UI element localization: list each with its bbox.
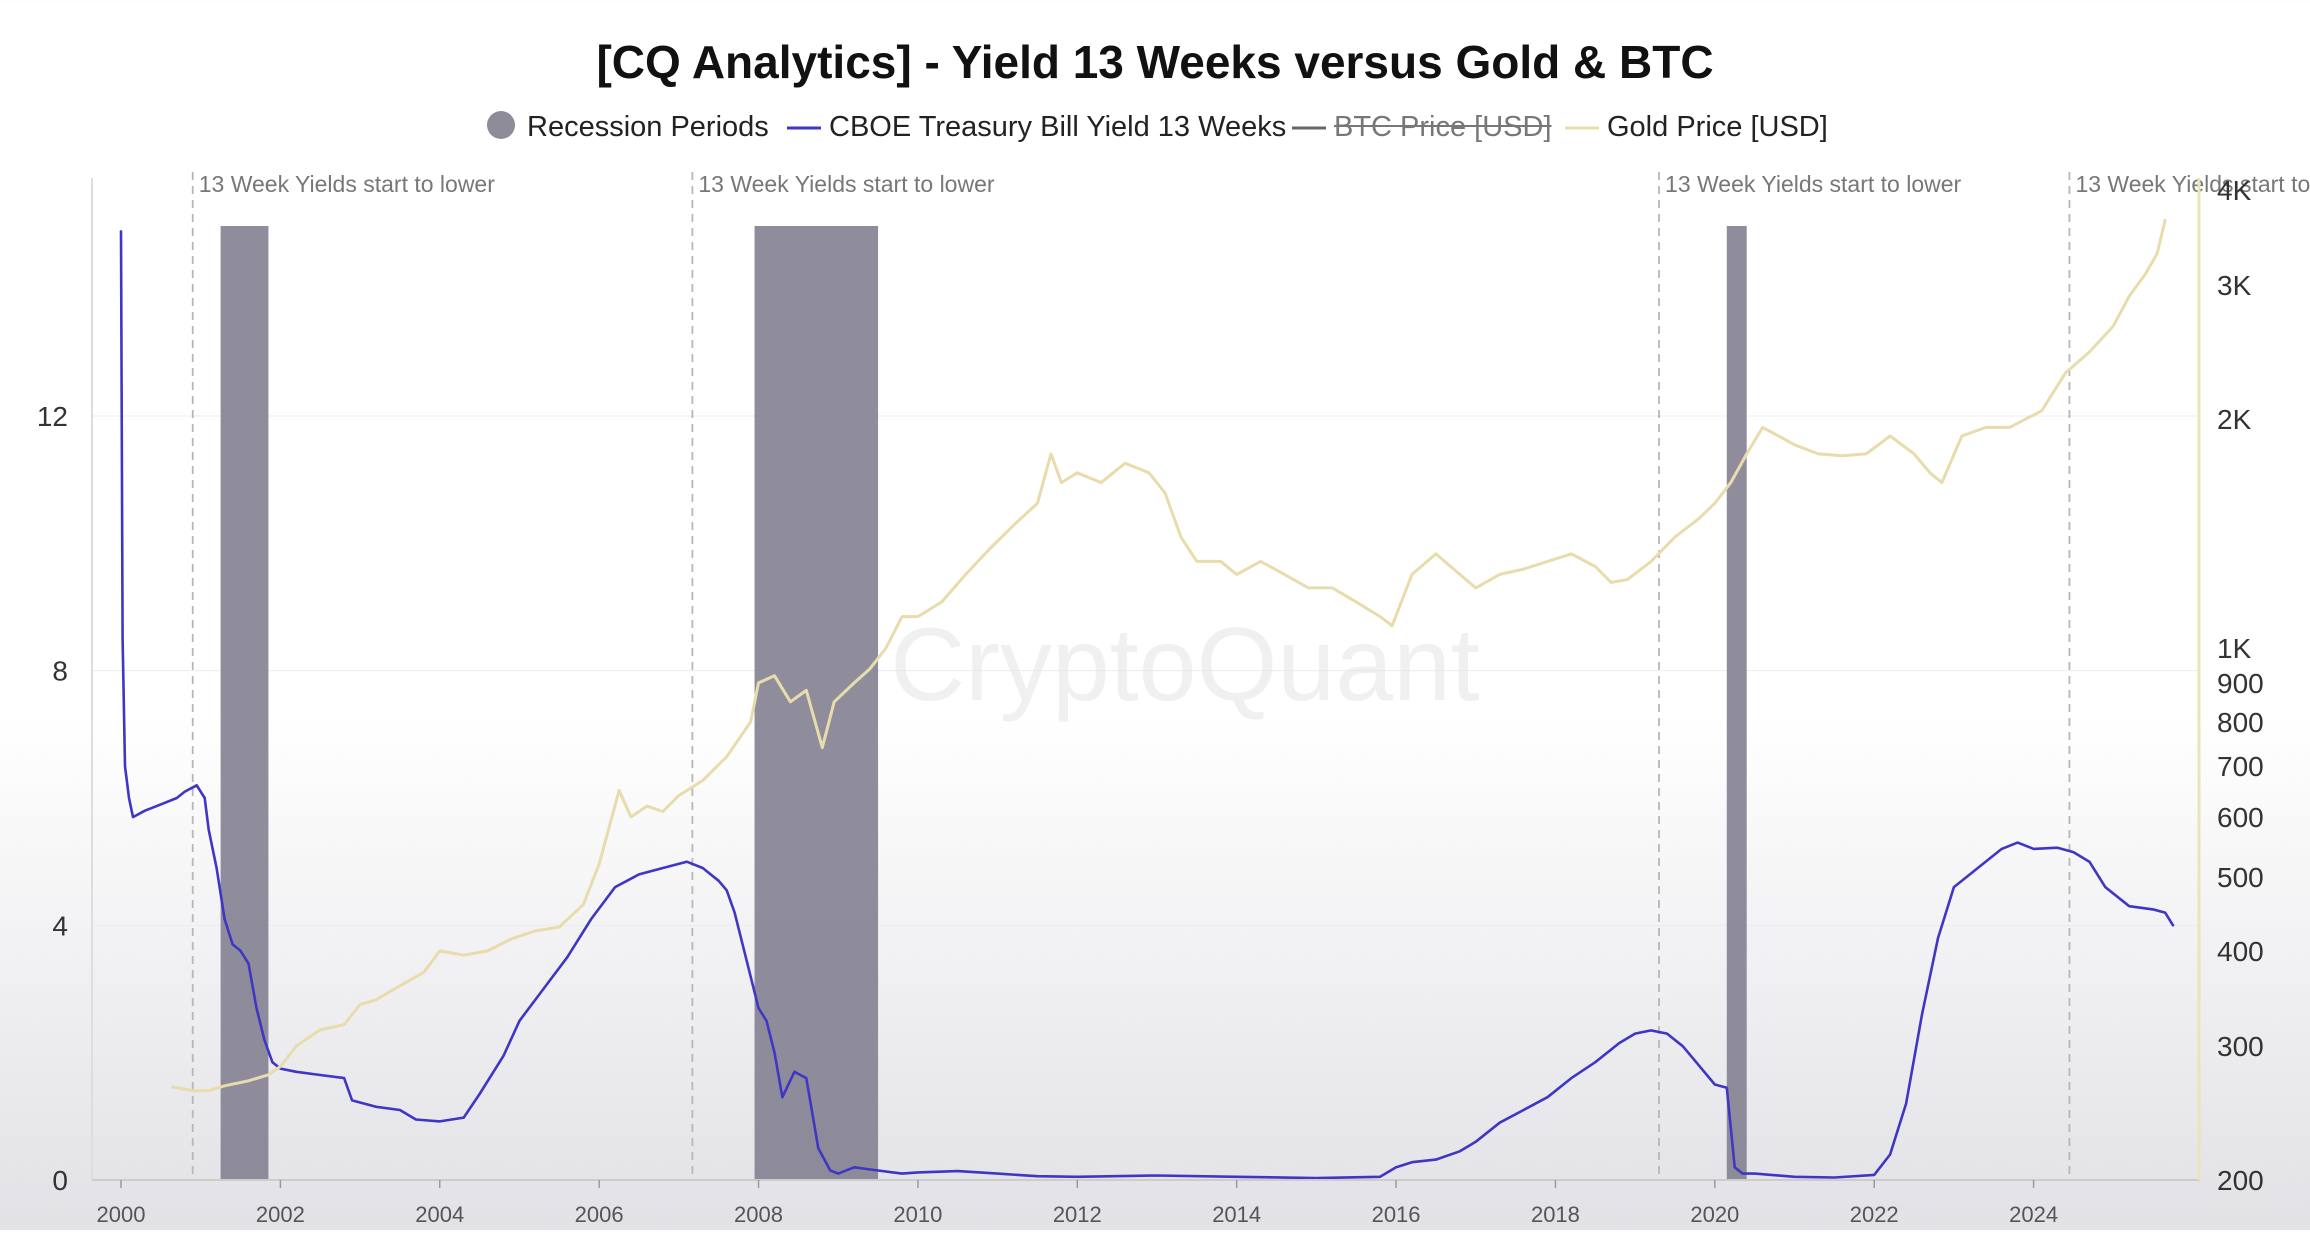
annotation-label: 13 Week Yields start to xyxy=(2075,171,2310,197)
series-cboe-treasury-bill-yield-13-weeks xyxy=(119,230,2175,1180)
annotation-label: 13 Week Yields start to lower xyxy=(698,171,994,197)
x-tick-label: 2000 xyxy=(97,1202,146,1227)
series-layer xyxy=(119,218,2175,1180)
x-tick-label: 2006 xyxy=(575,1202,624,1227)
x-tick-label: 2022 xyxy=(1850,1202,1899,1227)
chart-title: [CQ Analytics] - Yield 13 Weeks versus G… xyxy=(596,36,1713,88)
y-right-tick-label: 400 xyxy=(2217,936,2264,967)
y-right-tick-label: 4K xyxy=(2217,175,2252,206)
watermark: CryptoQuant xyxy=(890,607,1480,723)
legend-item: CBOE Treasury Bill Yield 13 Weeks xyxy=(787,111,1286,143)
recession-band xyxy=(1726,226,1747,1180)
annotation-label: 13 Week Yields start to lower xyxy=(1665,171,1961,197)
axes-layer: 0 4 8 12 2000 2002 2004 2006 2008 2010 2012 2014 201… xyxy=(37,175,2264,1227)
annotation-label: 13 Week Yields start to lower xyxy=(199,171,495,197)
y-left-tick-label: 8 xyxy=(52,656,68,687)
y-left-tick-label: 0 xyxy=(52,1165,68,1196)
y-right-tick-label: 3K xyxy=(2217,270,2252,301)
legend-item: Gold Price [USD] xyxy=(1565,111,1828,143)
recession-layer xyxy=(220,226,1747,1180)
legend-item: Recession Periods xyxy=(487,111,769,143)
y-right-tick-label: 900 xyxy=(2217,668,2264,699)
x-tick-label: 2002 xyxy=(256,1202,305,1227)
legend-label: Gold Price [USD] xyxy=(1607,111,1828,143)
x-tick-label: 2010 xyxy=(893,1202,942,1227)
x-tick-label: 2014 xyxy=(1212,1202,1261,1227)
y-right-tick-label: 300 xyxy=(2217,1031,2264,1062)
x-tick-label: 2012 xyxy=(1053,1202,1102,1227)
series-gold-price-usd xyxy=(171,218,2167,1093)
y-left-tick-label: 12 xyxy=(37,401,68,432)
y-right-tick-label: 200 xyxy=(2217,1165,2264,1196)
x-tick-label: 2018 xyxy=(1531,1202,1580,1227)
x-tick-label: 2016 xyxy=(1372,1202,1421,1227)
recession-band xyxy=(754,226,879,1180)
y-right-tick-label: 600 xyxy=(2217,802,2264,833)
recession-band xyxy=(220,226,269,1180)
legend-label: CBOE Treasury Bill Yield 13 Weeks xyxy=(829,111,1286,143)
grid-layer xyxy=(92,415,2200,1181)
legend: Recession Periods CBOE Treasury Bill Yiel… xyxy=(487,111,1828,143)
x-tick-label: 2020 xyxy=(1690,1202,1739,1227)
annotation-layer: 13 Week Yields start to lower 13 Week Yie… xyxy=(191,171,2310,1180)
x-tick-label: 2024 xyxy=(2009,1202,2058,1227)
y-right-tick-label: 800 xyxy=(2217,707,2264,738)
y-left-tick-label: 4 xyxy=(52,910,68,941)
legend-marker-dot xyxy=(487,111,515,139)
y-right-tick-label: 700 xyxy=(2217,751,2264,782)
x-tick-label: 2004 xyxy=(415,1202,464,1227)
y-right-tick-label: 500 xyxy=(2217,862,2264,893)
legend-item: BTC Price [USD] xyxy=(1292,111,1552,143)
legend-label: Recession Periods xyxy=(527,111,769,143)
y-right-tick-label: 1K xyxy=(2217,633,2252,664)
x-tick-label: 2008 xyxy=(734,1202,783,1227)
y-right-tick-label: 2K xyxy=(2217,404,2252,435)
